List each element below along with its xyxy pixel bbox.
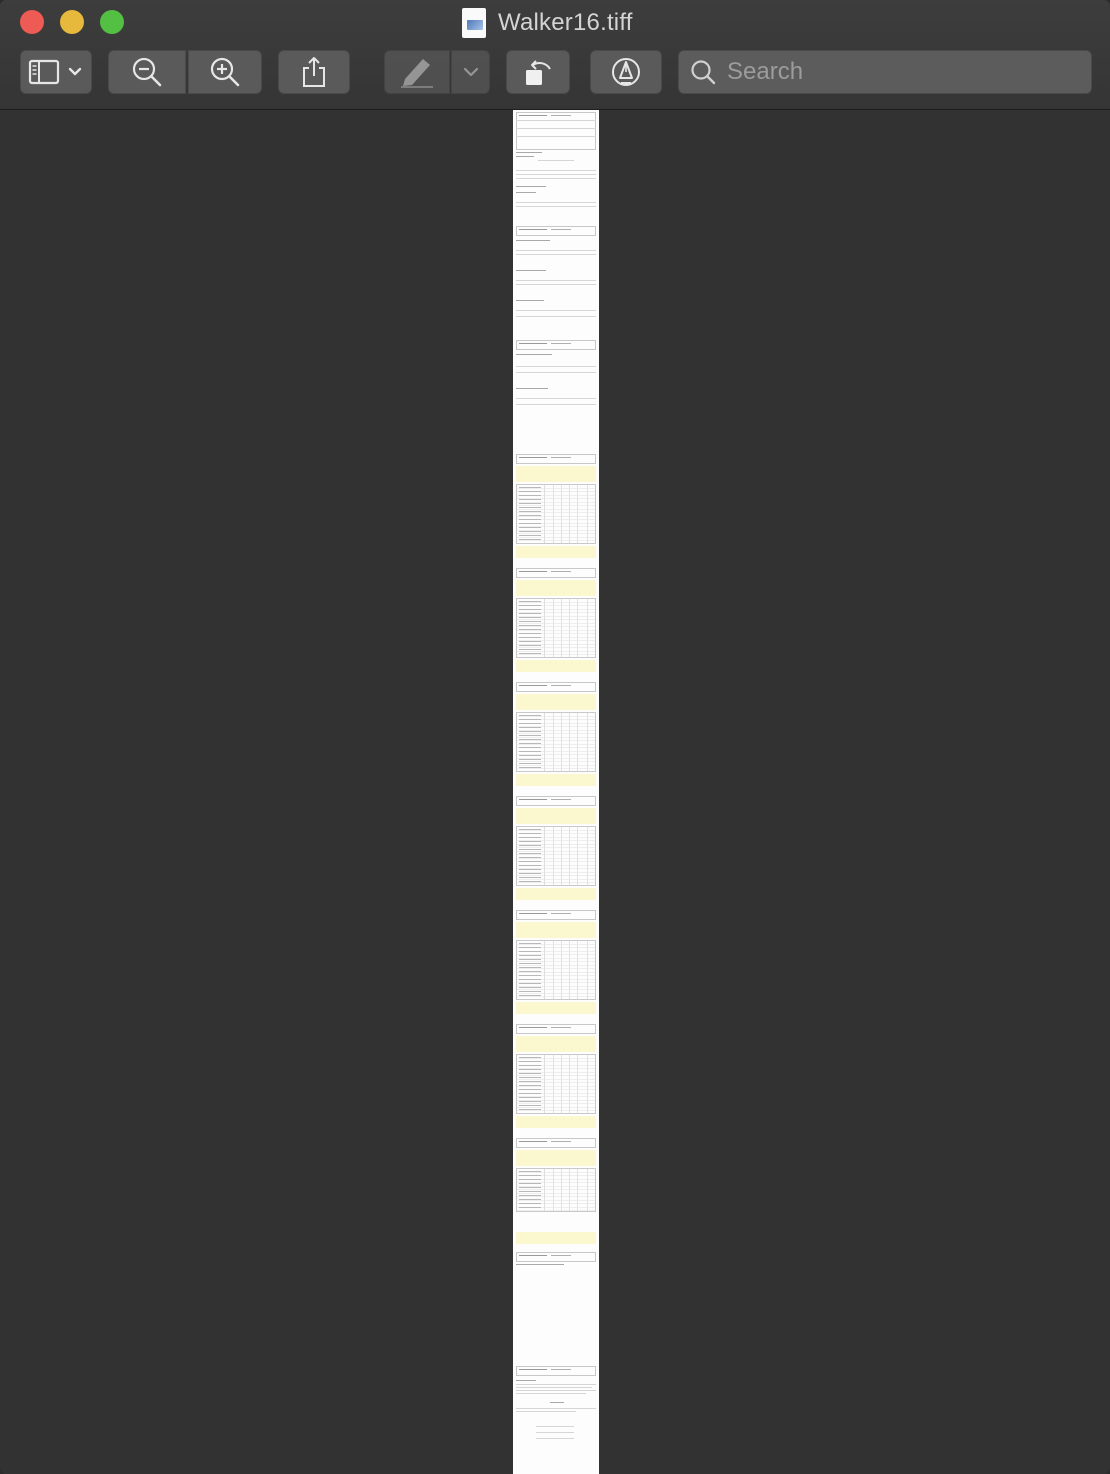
markup-highlight-button[interactable] bbox=[384, 50, 450, 94]
zoom-window-button[interactable] bbox=[100, 10, 124, 34]
document-canvas[interactable] bbox=[5, 110, 1105, 1474]
table-page-3 bbox=[516, 682, 596, 792]
tiff-document-icon bbox=[462, 8, 486, 38]
sidebar-toggle-button[interactable] bbox=[20, 50, 92, 94]
table-page-6 bbox=[516, 1024, 596, 1134]
search-field[interactable]: Search bbox=[678, 50, 1092, 94]
form-section-2 bbox=[516, 226, 596, 336]
sidebar-icon bbox=[28, 59, 82, 85]
tiff-page-strip[interactable] bbox=[513, 110, 599, 1474]
table-page-7 bbox=[516, 1138, 596, 1248]
table-page-1 bbox=[516, 454, 596, 564]
rotate-left-icon bbox=[526, 60, 551, 85]
share-icon bbox=[303, 57, 325, 87]
form-section-3 bbox=[516, 340, 596, 450]
form-section-1 bbox=[516, 112, 596, 224]
search-icon bbox=[691, 60, 716, 85]
search-placeholder: Search bbox=[727, 58, 804, 85]
form-section-final-1 bbox=[516, 1252, 596, 1362]
chevron-down-icon bbox=[463, 67, 478, 77]
zoom-in-button[interactable] bbox=[188, 50, 262, 94]
zoom-out-icon bbox=[132, 57, 162, 87]
share-button[interactable] bbox=[278, 50, 350, 94]
zoom-out-button[interactable] bbox=[108, 50, 186, 94]
window-title: Walker16.tiff bbox=[462, 6, 633, 40]
zoom-in-icon bbox=[210, 57, 240, 87]
table-page-4 bbox=[516, 796, 596, 906]
highlighter-icon bbox=[401, 59, 433, 88]
minimize-window-button[interactable] bbox=[60, 10, 84, 34]
annotate-button[interactable] bbox=[590, 50, 662, 94]
pen-circle-icon bbox=[612, 58, 640, 86]
rotate-button[interactable] bbox=[506, 50, 570, 94]
table-page-5 bbox=[516, 910, 596, 1020]
table-page-2 bbox=[516, 568, 596, 678]
window-title-text: Walker16.tiff bbox=[498, 9, 633, 36]
markup-menu-button[interactable] bbox=[451, 50, 490, 94]
close-window-button[interactable] bbox=[20, 10, 44, 34]
titlebar: Walker16.tiff bbox=[0, 0, 1110, 110]
form-section-final-2 bbox=[516, 1366, 596, 1474]
